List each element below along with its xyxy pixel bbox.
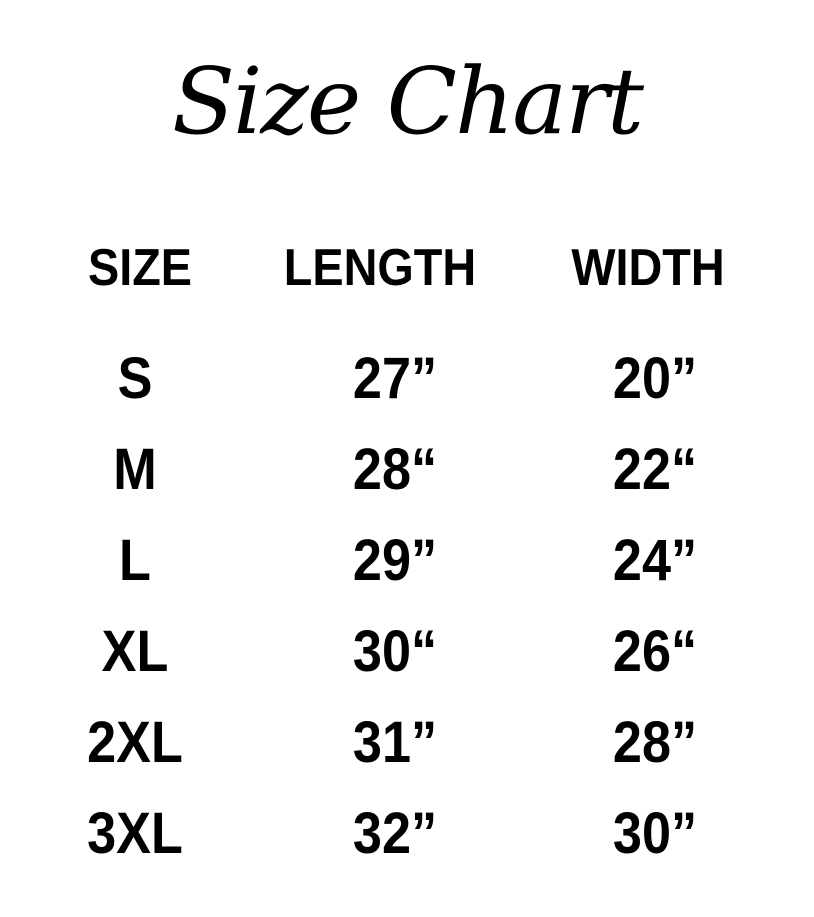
size-value: S xyxy=(117,346,153,411)
size-value: 2XL xyxy=(87,710,183,775)
size-chart-title: Size Chart xyxy=(171,48,644,155)
length-value: 27” xyxy=(352,346,438,411)
length-value: 28“ xyxy=(352,437,438,502)
size-value: M xyxy=(113,437,157,502)
width-value: 22“ xyxy=(612,437,698,502)
length-value: 30“ xyxy=(352,619,438,684)
header-width: WIDTH xyxy=(571,239,725,297)
width-value: 24” xyxy=(612,528,698,593)
size-value: XL xyxy=(101,619,169,684)
width-value: 30” xyxy=(612,801,698,866)
width-value: 28” xyxy=(612,710,698,775)
width-value: 26“ xyxy=(612,619,698,684)
header-length: LENGTH xyxy=(283,239,477,297)
length-value: 29” xyxy=(352,528,438,593)
header-size: SIZE xyxy=(87,239,193,297)
size-value: L xyxy=(119,528,151,593)
length-value: 31” xyxy=(352,710,438,775)
size-value: 3XL xyxy=(87,801,183,866)
length-value: 32” xyxy=(352,801,438,866)
width-value: 20” xyxy=(612,346,698,411)
